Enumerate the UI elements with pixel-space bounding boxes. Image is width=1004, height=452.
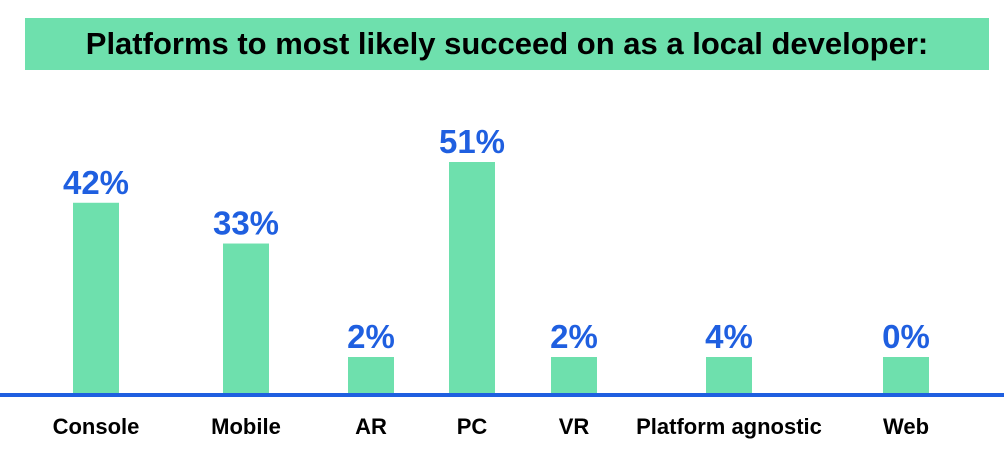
category-label: Console [53, 414, 140, 439]
chart-title: Platforms to most likely succeed on as a… [85, 26, 929, 61]
x-axis-line [0, 393, 1004, 397]
category-label: Mobile [211, 414, 281, 439]
category-label: Platform agnostic [636, 414, 822, 439]
bar-platform-agnostic [706, 357, 752, 393]
category-label: VR [559, 414, 590, 439]
data-label: 42% [63, 164, 129, 201]
bar-console [73, 202, 119, 393]
category-label: PC [457, 414, 488, 439]
data-label: 2% [347, 318, 395, 355]
data-label: 2% [550, 318, 598, 355]
data-label: 33% [213, 205, 279, 242]
bar-mobile [223, 243, 269, 393]
data-label: 0% [882, 318, 930, 355]
category-label: AR [355, 414, 387, 439]
bar-pc [449, 162, 495, 393]
bar-ar [348, 357, 394, 393]
bar-web [883, 357, 929, 393]
category-label: Web [883, 414, 929, 439]
data-label: 4% [705, 318, 753, 355]
data-label: 51% [439, 123, 505, 160]
bar-vr [551, 357, 597, 393]
chart-title-banner: Platforms to most likely succeed on as a… [25, 18, 989, 70]
